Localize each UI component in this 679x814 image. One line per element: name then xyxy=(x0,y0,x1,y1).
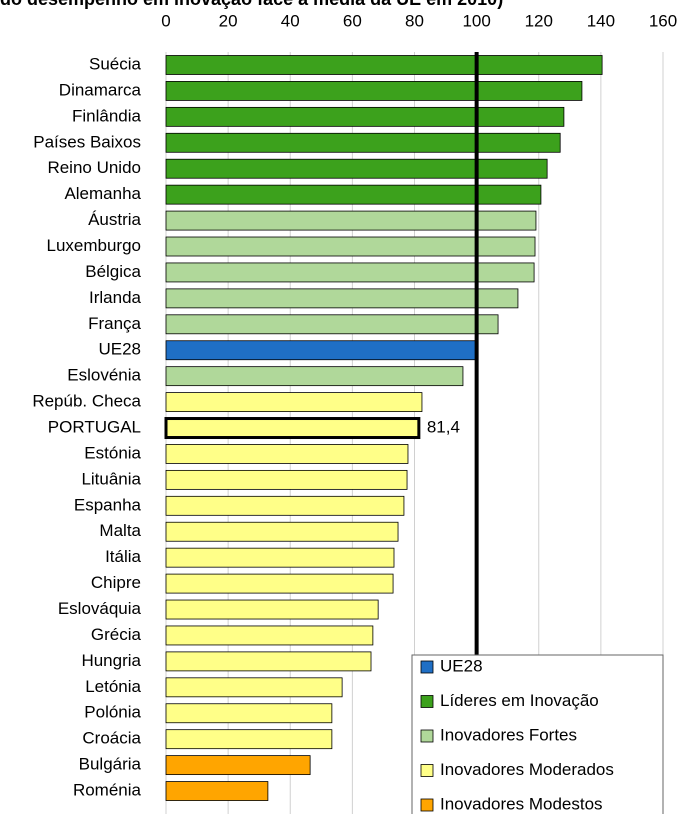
y-tick-label: Eslováquia xyxy=(58,599,142,618)
bar xyxy=(165,132,561,153)
bar xyxy=(165,262,535,283)
bar xyxy=(165,340,478,361)
y-tick-label: Alemanha xyxy=(64,184,141,203)
y-tick-label: Letónia xyxy=(85,677,141,696)
y-tick-label: Repúb. Checa xyxy=(32,392,141,411)
y-tick-label: Malta xyxy=(99,521,141,540)
bar xyxy=(165,55,603,75)
y-tick-label: França xyxy=(88,314,141,333)
bar xyxy=(165,625,374,646)
legend-label: Inovadores Moderados xyxy=(440,760,614,779)
x-tick-label: 80 xyxy=(405,11,424,30)
bar xyxy=(165,703,333,724)
bar xyxy=(165,288,519,309)
y-tick-label: Estónia xyxy=(84,443,141,462)
y-tick-label: Bulgária xyxy=(79,755,142,774)
bar xyxy=(165,81,583,101)
y-tick-label: Roménia xyxy=(73,781,142,800)
bar xyxy=(164,417,421,440)
x-tick-label: 0 xyxy=(161,11,170,30)
bar xyxy=(165,521,399,542)
y-tick-label: Itália xyxy=(105,547,141,566)
y-tick-label: Países Baixos xyxy=(33,132,141,151)
bar xyxy=(165,106,565,127)
bar xyxy=(165,366,464,387)
x-tick-label: 40 xyxy=(281,11,300,30)
x-tick-label: 20 xyxy=(219,11,238,30)
y-tick-label: Lituânia xyxy=(81,469,141,488)
y-tick-label: Reino Unido xyxy=(47,158,141,177)
bar xyxy=(165,314,499,335)
value-label: 81,4 xyxy=(427,418,460,437)
y-tick-label: Bélgica xyxy=(85,262,141,281)
y-tick-label: Luxemburgo xyxy=(46,236,141,255)
bar xyxy=(165,495,405,516)
x-tick-label: 60 xyxy=(343,11,362,30)
bar xyxy=(165,392,423,412)
y-tick-label: Hungria xyxy=(81,651,141,670)
bar xyxy=(165,469,408,490)
y-tick-label: PORTUGAL xyxy=(48,418,141,437)
y-tick-label: Eslovénia xyxy=(67,366,141,385)
x-tick-label: 140 xyxy=(587,11,615,30)
bar xyxy=(165,677,343,698)
y-tick-label: UE28 xyxy=(98,340,141,359)
y-tick-label: Croácia xyxy=(82,729,141,748)
legend-swatch xyxy=(420,798,434,812)
bar xyxy=(165,158,548,179)
legend-swatch xyxy=(420,660,434,674)
legend-label: Inovadores Modestos xyxy=(440,794,603,813)
y-tick-label: Espanha xyxy=(74,495,142,514)
legend-box xyxy=(411,654,664,814)
bar xyxy=(165,599,379,620)
legend-swatch xyxy=(420,695,434,708)
bar xyxy=(165,210,537,231)
y-tick-label: Grécia xyxy=(91,625,142,644)
x-tick-label: 100 xyxy=(462,11,490,30)
x-tick-label: 160 xyxy=(649,11,677,30)
bar xyxy=(165,444,409,464)
bar xyxy=(165,781,269,801)
legend-swatch xyxy=(420,729,434,743)
bar xyxy=(165,729,333,750)
bar xyxy=(165,236,536,257)
legend-label: Inovadores Fortes xyxy=(440,725,577,744)
legend-label: UE28 xyxy=(440,656,483,675)
y-tick-label: Irlanda xyxy=(89,288,142,307)
legend-label: Líderes em Inovação xyxy=(440,691,599,710)
bar xyxy=(165,651,372,672)
y-tick-label: Chipre xyxy=(91,573,141,592)
y-tick-label: Dinamarca xyxy=(59,80,142,99)
y-tick-label: Finlândia xyxy=(72,106,142,125)
y-tick-label: Polónia xyxy=(84,703,141,722)
x-tick-label: 120 xyxy=(525,11,553,30)
chart-title: do desempenho em inovação face à média d… xyxy=(0,0,503,9)
bar xyxy=(165,184,542,205)
bar xyxy=(165,547,395,568)
legend-swatch xyxy=(420,764,434,777)
y-tick-label: Suécia xyxy=(89,54,142,73)
y-tick-label: Áustria xyxy=(88,210,141,229)
bar xyxy=(165,573,394,594)
bar xyxy=(165,755,311,776)
